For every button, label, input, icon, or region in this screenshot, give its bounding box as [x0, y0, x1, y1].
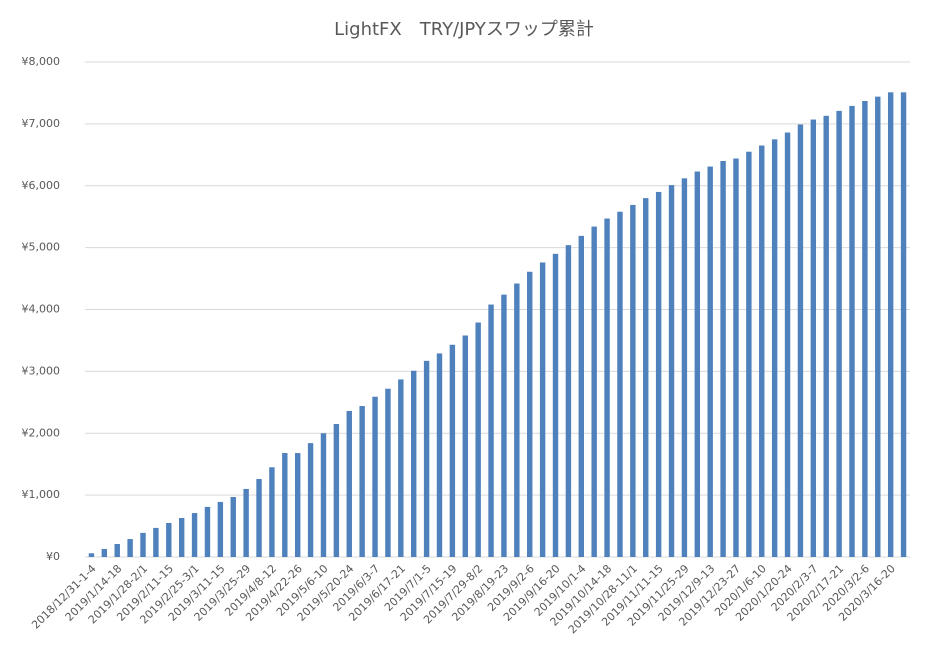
bar — [759, 145, 765, 557]
bar — [320, 433, 327, 557]
bar — [488, 304, 494, 557]
bar — [565, 245, 572, 557]
bar — [655, 191, 662, 557]
bar — [836, 110, 842, 557]
bar — [604, 218, 610, 557]
bar — [539, 262, 546, 557]
bar — [784, 132, 791, 557]
bar — [256, 479, 262, 557]
y-tick-label: ¥0 — [46, 550, 60, 563]
bar — [436, 353, 443, 557]
bar — [127, 539, 133, 557]
bar — [178, 518, 185, 557]
bar — [269, 467, 275, 557]
bar — [514, 283, 520, 557]
y-tick-label: ¥5,000 — [22, 241, 61, 254]
bar — [346, 410, 352, 557]
bar — [140, 532, 146, 557]
bar — [294, 453, 301, 557]
bar — [230, 496, 236, 557]
bar — [552, 253, 559, 557]
bar — [578, 235, 584, 557]
y-tick-label: ¥6,000 — [22, 179, 61, 192]
bar — [643, 198, 649, 557]
bar — [771, 139, 778, 557]
bar — [411, 370, 417, 557]
y-tick-label: ¥1,000 — [22, 488, 61, 501]
bar — [720, 161, 726, 557]
bar — [746, 151, 752, 557]
y-tick-label: ¥7,000 — [22, 117, 61, 130]
bar — [681, 178, 688, 557]
bar — [372, 396, 378, 557]
bar — [166, 522, 172, 557]
bar — [462, 335, 468, 557]
bar — [501, 294, 507, 557]
y-tick-label: ¥4,000 — [22, 303, 61, 316]
bar — [282, 453, 288, 557]
bar — [88, 553, 95, 557]
bar — [797, 124, 804, 558]
bar — [630, 204, 636, 557]
bar — [191, 513, 198, 557]
bar — [527, 271, 533, 557]
bar — [875, 96, 881, 558]
bar — [385, 388, 391, 557]
bar — [423, 360, 430, 557]
bar — [243, 488, 249, 557]
bar — [862, 100, 868, 557]
bar — [204, 506, 211, 557]
bar — [694, 171, 701, 558]
bar — [101, 548, 108, 557]
bar — [475, 322, 481, 557]
bar — [398, 379, 404, 557]
bar — [707, 166, 713, 557]
bar — [900, 92, 907, 557]
bar — [307, 443, 314, 557]
bar — [449, 344, 456, 557]
bar — [849, 105, 855, 558]
bar — [733, 158, 739, 557]
y-tick-label: ¥8,000 — [22, 55, 61, 68]
bar — [887, 92, 894, 557]
bar — [617, 211, 623, 558]
bar — [823, 115, 829, 558]
y-tick-label: ¥3,000 — [22, 364, 61, 377]
chart-title: LightFX TRY/JPYスワップ累計 — [334, 19, 594, 40]
bar — [217, 501, 224, 557]
bar — [333, 423, 340, 557]
bar — [153, 527, 159, 557]
y-tick-label: ¥2,000 — [22, 426, 61, 439]
bar — [114, 544, 120, 557]
bar — [359, 406, 365, 557]
bar — [810, 119, 817, 557]
bar — [668, 185, 675, 557]
bar — [591, 226, 597, 557]
